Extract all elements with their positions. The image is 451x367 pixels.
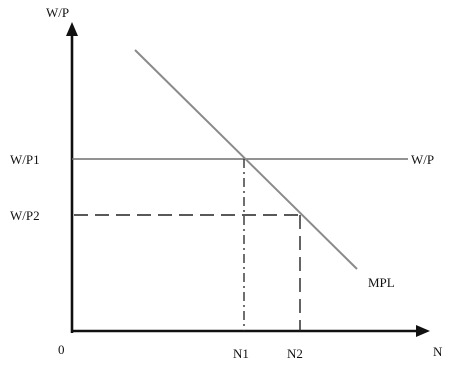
series-label-wage: W/P xyxy=(411,152,434,167)
mpl-line xyxy=(134,49,358,270)
y-tick-label-wp1: W/P1 xyxy=(10,152,40,167)
y-axis-arrow xyxy=(66,22,78,36)
series-label-mpl: MPL xyxy=(368,275,395,290)
origin-label: 0 xyxy=(58,342,65,357)
x-tick-label-n2: N2 xyxy=(287,346,303,361)
y-axis-label: W/P xyxy=(46,5,69,20)
x-tick-label-n1: N1 xyxy=(233,346,249,361)
y-tick-label-wp2: W/P2 xyxy=(10,208,40,223)
x-axis-label: N xyxy=(433,344,443,359)
x-axis-arrow xyxy=(416,325,430,337)
